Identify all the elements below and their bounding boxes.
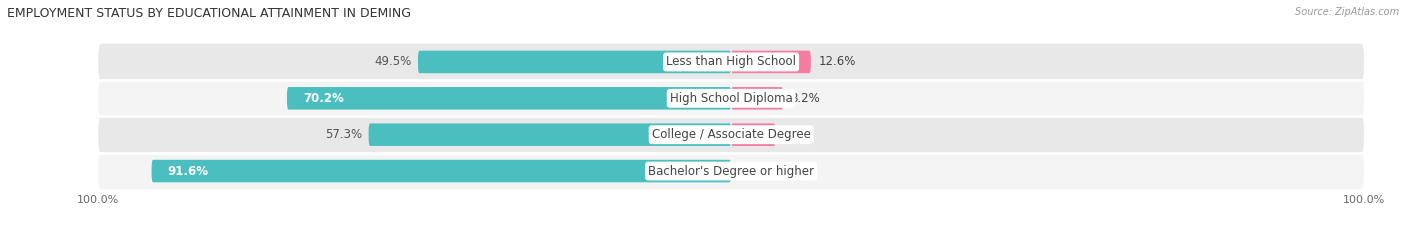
Text: Source: ZipAtlas.com: Source: ZipAtlas.com xyxy=(1295,7,1399,17)
Text: Less than High School: Less than High School xyxy=(666,55,796,69)
Text: EMPLOYMENT STATUS BY EDUCATIONAL ATTAINMENT IN DEMING: EMPLOYMENT STATUS BY EDUCATIONAL ATTAINM… xyxy=(7,7,411,20)
FancyBboxPatch shape xyxy=(98,116,1364,153)
FancyBboxPatch shape xyxy=(418,51,731,73)
FancyBboxPatch shape xyxy=(98,153,1364,189)
Text: Bachelor's Degree or higher: Bachelor's Degree or higher xyxy=(648,164,814,178)
Text: 49.5%: 49.5% xyxy=(374,55,412,69)
FancyBboxPatch shape xyxy=(152,160,731,182)
Text: College / Associate Degree: College / Associate Degree xyxy=(652,128,810,141)
Text: 12.6%: 12.6% xyxy=(818,55,856,69)
Text: 70.2%: 70.2% xyxy=(302,92,343,105)
Text: 8.2%: 8.2% xyxy=(790,92,820,105)
FancyBboxPatch shape xyxy=(98,80,1364,116)
Text: 0.0%: 0.0% xyxy=(738,164,768,178)
Text: 57.3%: 57.3% xyxy=(325,128,363,141)
FancyBboxPatch shape xyxy=(287,87,731,110)
FancyBboxPatch shape xyxy=(731,87,783,110)
FancyBboxPatch shape xyxy=(731,123,776,146)
FancyBboxPatch shape xyxy=(731,51,811,73)
Text: High School Diploma: High School Diploma xyxy=(669,92,793,105)
Text: 7.0%: 7.0% xyxy=(783,128,813,141)
Text: 91.6%: 91.6% xyxy=(167,164,208,178)
FancyBboxPatch shape xyxy=(368,123,731,146)
FancyBboxPatch shape xyxy=(98,44,1364,80)
